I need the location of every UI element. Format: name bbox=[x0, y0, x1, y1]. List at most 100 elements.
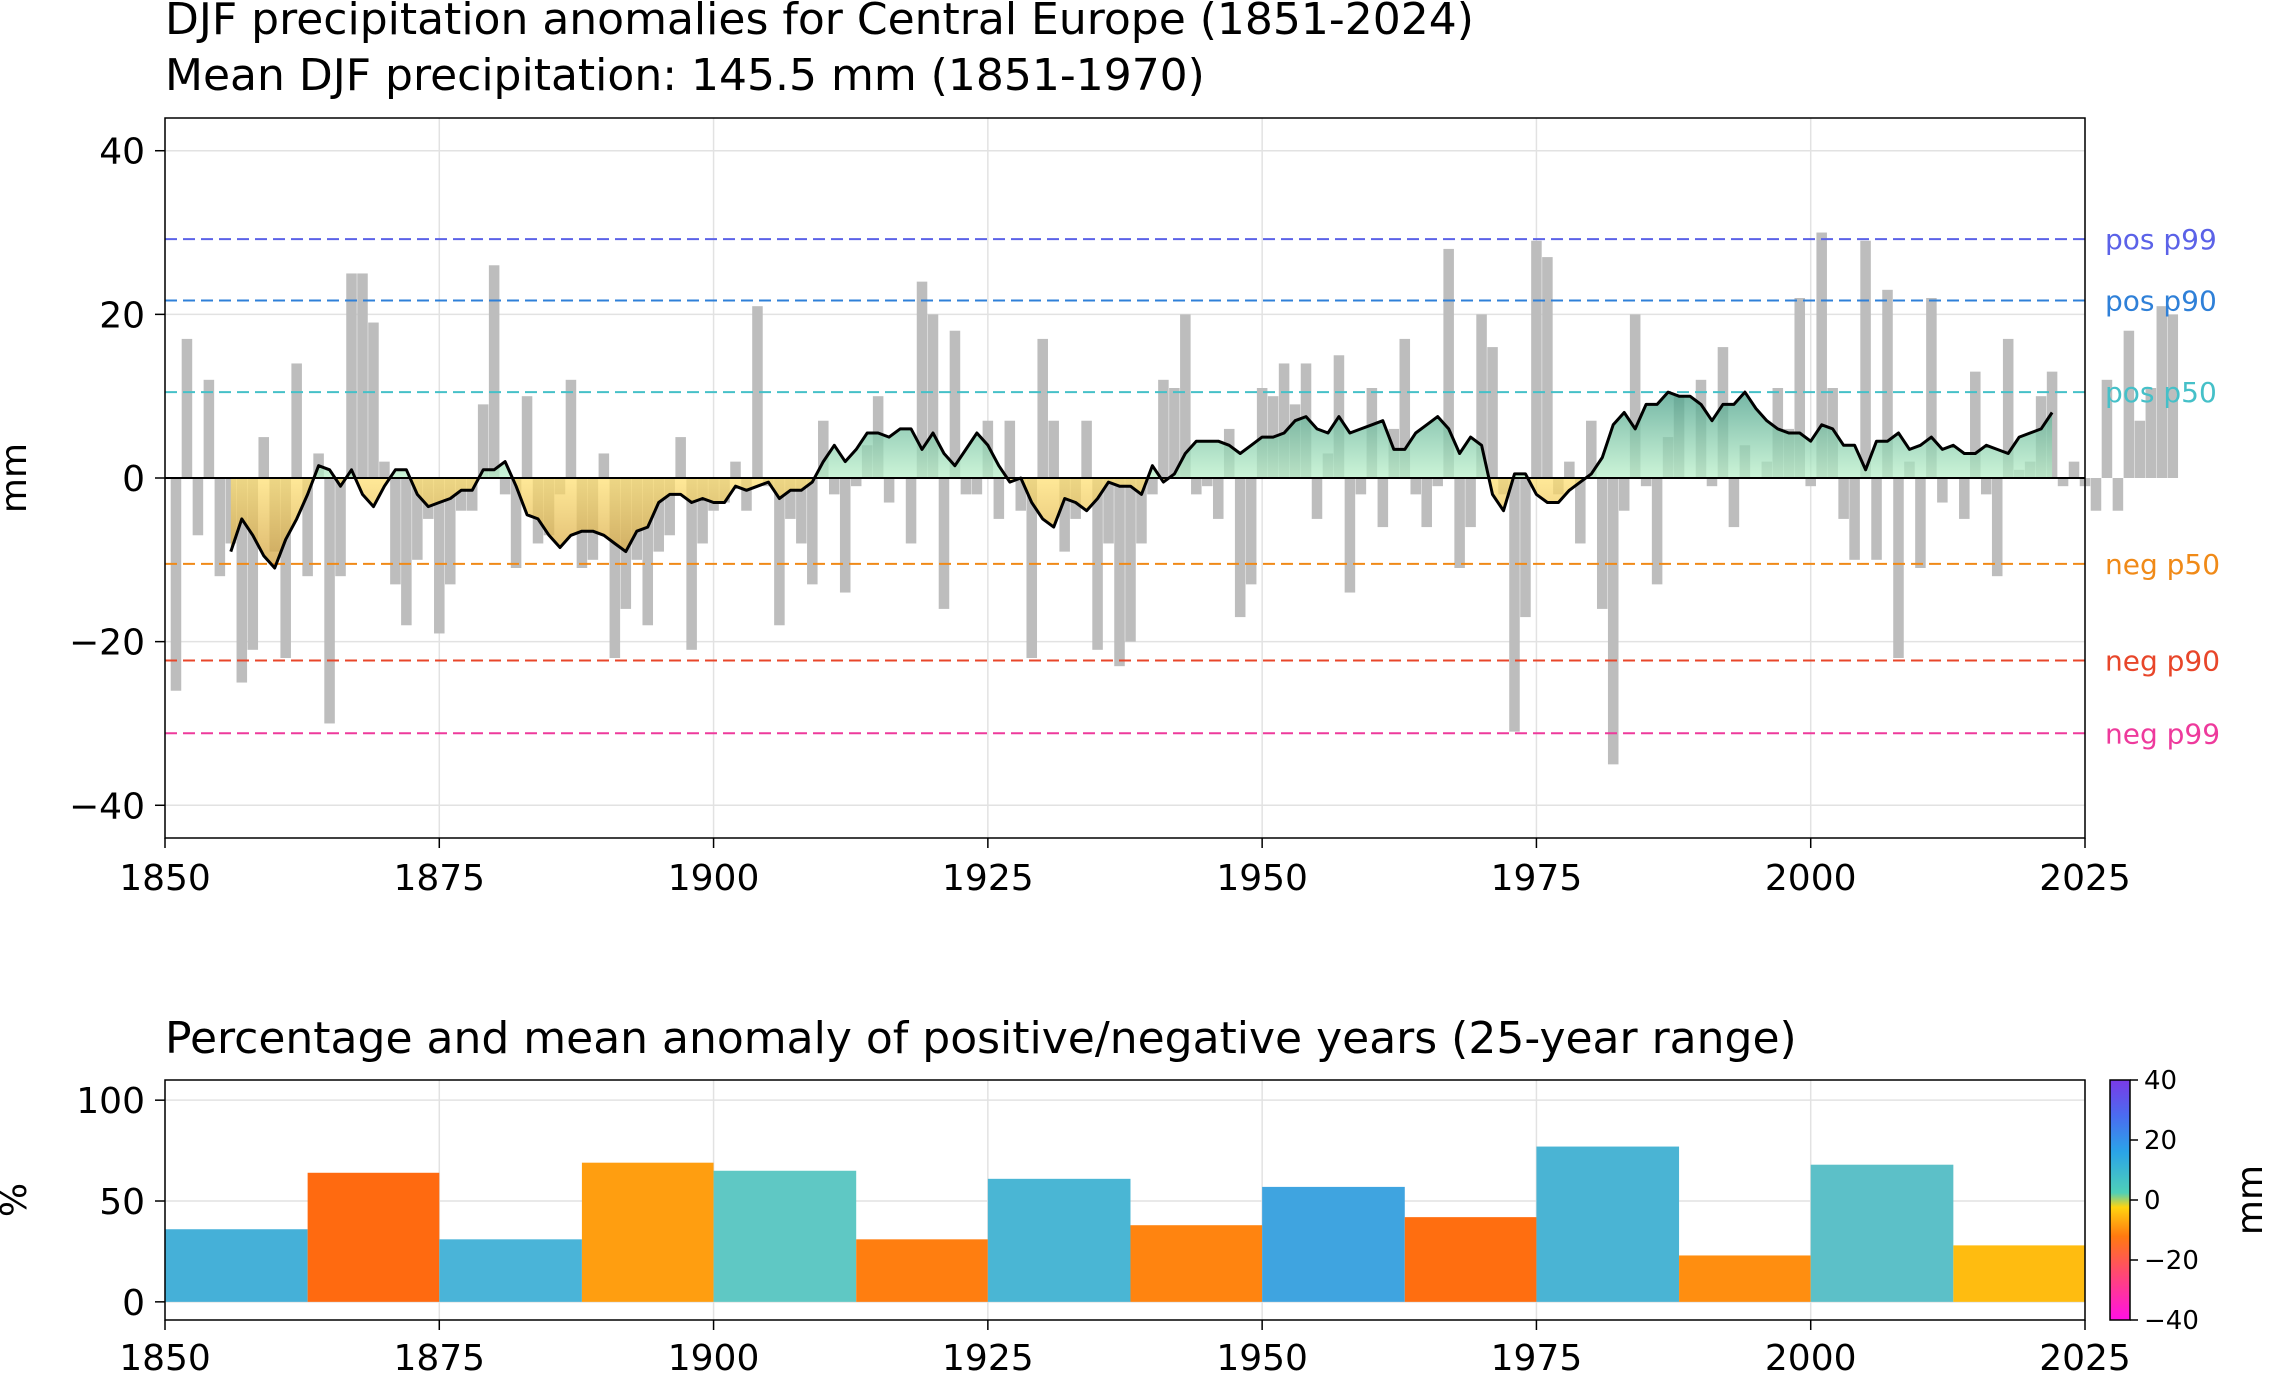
anomaly-bar bbox=[335, 478, 346, 577]
x-tick-label: 1850 bbox=[119, 858, 211, 899]
colorbar bbox=[2109, 1079, 2131, 1321]
anomaly-bar bbox=[510, 478, 522, 568]
anomaly-bar bbox=[1849, 478, 1860, 560]
anomaly-bar bbox=[1980, 478, 1992, 495]
anomaly-bar bbox=[280, 478, 291, 658]
period-bar bbox=[856, 1239, 988, 1302]
anomaly-bar bbox=[916, 281, 928, 478]
anomaly-bar bbox=[818, 420, 829, 478]
annual-anomaly-bars bbox=[170, 232, 2179, 765]
anomaly-bar bbox=[1816, 232, 1827, 478]
anomaly-bar bbox=[1706, 478, 1718, 487]
anomaly-bar bbox=[1278, 363, 1290, 478]
anomaly-bar bbox=[192, 478, 204, 536]
anomaly-bar bbox=[466, 478, 478, 511]
anomaly-bar bbox=[1202, 478, 1213, 487]
anomaly-bar bbox=[675, 437, 686, 478]
x-tick-label: 1900 bbox=[668, 858, 760, 899]
anomaly-bar bbox=[598, 453, 610, 478]
anomaly-bar bbox=[1048, 420, 1059, 478]
anomaly-bar bbox=[488, 265, 500, 478]
period-bar bbox=[1679, 1255, 1811, 1302]
period-bar bbox=[439, 1239, 582, 1302]
anomaly-bar bbox=[444, 478, 456, 585]
anomaly-bar bbox=[1465, 478, 1476, 528]
period-bar bbox=[1536, 1146, 1680, 1302]
anomaly-bar bbox=[379, 461, 390, 478]
anomaly-bar bbox=[181, 338, 193, 478]
anomaly-bar bbox=[905, 478, 917, 544]
anomaly-bar bbox=[2134, 420, 2146, 478]
anomaly-bar bbox=[247, 478, 259, 650]
anomaly-bar bbox=[774, 478, 785, 626]
period-bar bbox=[165, 1229, 308, 1302]
anomaly-bar bbox=[1607, 478, 1619, 765]
period-bar bbox=[1810, 1164, 1954, 1302]
anomaly-bar bbox=[302, 478, 313, 577]
anomaly-bar bbox=[565, 379, 577, 478]
y-tick-label: 50 bbox=[99, 1182, 145, 1223]
anomaly-bar bbox=[2068, 461, 2080, 478]
anomaly-bar bbox=[1575, 478, 1586, 544]
anomaly-bar bbox=[1542, 257, 1553, 478]
anomaly-bar bbox=[1959, 478, 1970, 519]
anomaly-bar bbox=[1212, 478, 1224, 519]
x-tick-label: 2000 bbox=[1765, 858, 1857, 899]
anomaly-bar bbox=[1377, 478, 1389, 528]
anomaly-bar bbox=[390, 478, 401, 585]
anomaly-bar bbox=[1487, 347, 1498, 478]
x-tick-label: 2025 bbox=[2039, 858, 2131, 899]
period-bar bbox=[1262, 1186, 1405, 1302]
anomaly-bar bbox=[2090, 478, 2102, 511]
x-tick-label: 1975 bbox=[1491, 858, 1583, 899]
anomaly-bar bbox=[1421, 478, 1432, 528]
anomaly-bar bbox=[938, 478, 950, 609]
x-tick-label: 1850 bbox=[119, 1338, 211, 1379]
anomaly-bar bbox=[346, 273, 357, 478]
anomaly-bar bbox=[1871, 478, 1882, 560]
x-tick-label: 1875 bbox=[393, 1338, 485, 1379]
anomaly-bar bbox=[1860, 240, 1871, 478]
anomaly-bar bbox=[1838, 478, 1849, 519]
top-chart-y-axis-label: mm bbox=[0, 443, 35, 513]
x-tick-label: 2025 bbox=[2039, 1338, 2131, 1379]
period-bar bbox=[1130, 1225, 1263, 1302]
anomaly-bar bbox=[1026, 478, 1038, 658]
x-tick-label: 2000 bbox=[1765, 1338, 1857, 1379]
x-tick-label: 1975 bbox=[1491, 1338, 1583, 1379]
anomaly-bar bbox=[203, 379, 215, 478]
percentile-label: neg p99 bbox=[2105, 717, 2220, 750]
anomaly-bar bbox=[2002, 338, 2014, 478]
anomaly-bar bbox=[2156, 306, 2168, 478]
anomaly-bar bbox=[1059, 478, 1070, 552]
anomaly-bar bbox=[1004, 420, 1016, 478]
anomaly-bar bbox=[455, 478, 467, 511]
anomaly-bar bbox=[1915, 478, 1926, 568]
anomaly-bar bbox=[1926, 298, 1937, 478]
x-tick-label: 1950 bbox=[1216, 1338, 1308, 1379]
anomaly-bar bbox=[412, 478, 423, 560]
percentile-label: neg p50 bbox=[2105, 548, 2220, 581]
colorbar-tick-label: −20 bbox=[2144, 1246, 2199, 1276]
anomaly-bar bbox=[1081, 420, 1092, 478]
anomaly-bar bbox=[949, 330, 961, 478]
anomaly-bar bbox=[521, 396, 533, 478]
period-bar bbox=[307, 1172, 440, 1302]
anomaly-bar bbox=[1618, 478, 1630, 511]
top-chart-subtitle: Mean DJF precipitation: 145.5 mm (1851-1… bbox=[165, 50, 1205, 101]
y-tick-label: 20 bbox=[99, 295, 145, 336]
colorbar-tick-label: 0 bbox=[2144, 1186, 2161, 1216]
anomaly-bar bbox=[1158, 379, 1169, 478]
anomaly-bar bbox=[653, 478, 664, 552]
x-tick-label: 1925 bbox=[942, 858, 1034, 899]
anomaly-bar bbox=[839, 478, 851, 593]
anomaly-bar bbox=[2101, 379, 2113, 478]
anomaly-bar bbox=[828, 478, 840, 495]
anomaly-bar bbox=[1114, 478, 1125, 667]
anomaly-bar bbox=[1410, 478, 1422, 495]
anomaly-bar bbox=[434, 478, 445, 634]
smoothed-anomaly-line bbox=[229, 390, 2054, 570]
anomaly-bar bbox=[1234, 478, 1246, 618]
x-tick-label: 1925 bbox=[942, 1338, 1034, 1379]
anomaly-bar bbox=[1882, 289, 1893, 478]
